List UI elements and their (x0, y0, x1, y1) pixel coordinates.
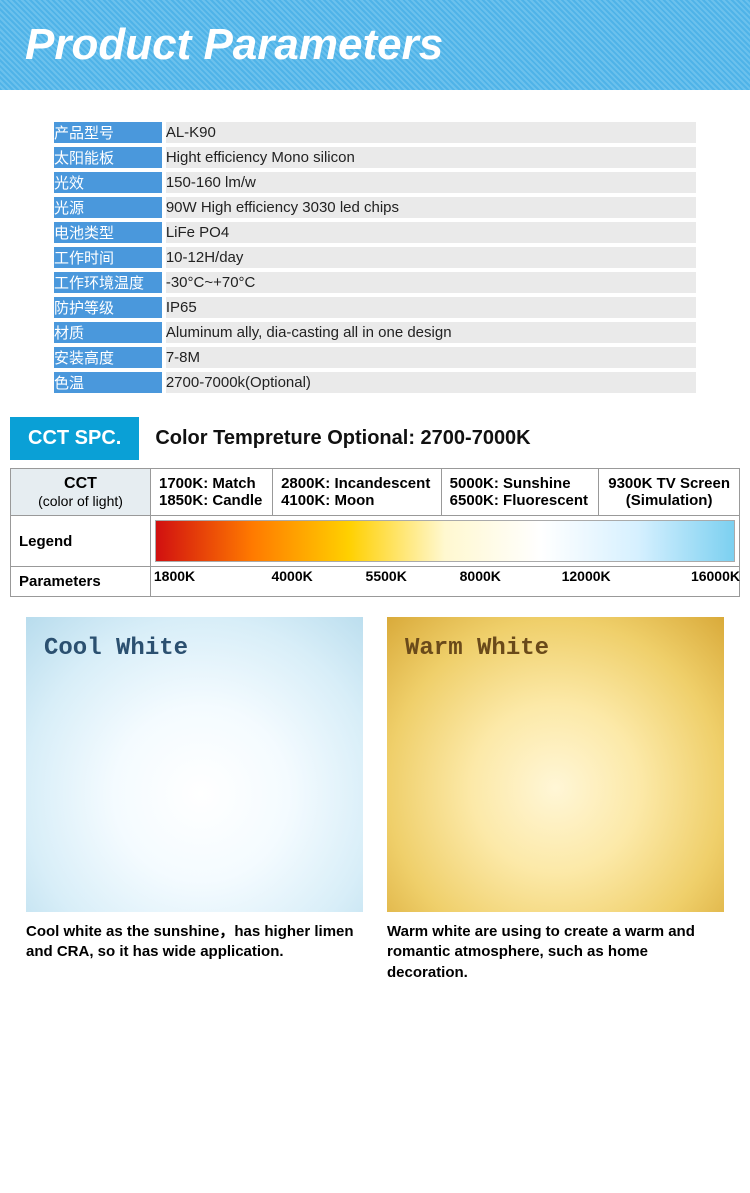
param-value: 90W High efficiency 3030 led chips (166, 197, 696, 218)
param-value: -30°C~+70°C (166, 272, 696, 293)
param-value: 7-8M (166, 347, 696, 368)
cct-ref-cell: 2800K: Incandescent4100K: Moon (273, 469, 442, 516)
cct-tick: 8000K (460, 568, 501, 584)
param-value: 10-12H/day (166, 247, 696, 268)
cct-tick: 4000K (271, 568, 312, 584)
param-label: 安装高度 (54, 347, 162, 368)
table-row: 电池类型LiFe PO4 (54, 222, 696, 243)
param-label: 光效 (54, 172, 162, 193)
param-value: IP65 (166, 297, 696, 318)
warm-white-col: Warm White Warm white are using to creat… (387, 617, 724, 983)
param-value: Aluminum ally, dia-casting all in one de… (166, 322, 696, 343)
cct-tick: 5500K (366, 568, 407, 584)
param-label: 色温 (54, 372, 162, 393)
cool-white-title: Cool White (44, 635, 188, 662)
warm-white-desc: Warm white are using to create a warm an… (387, 922, 724, 983)
cct-table: CCT (color of light) 1700K: Match1850K: … (10, 468, 740, 597)
swatch-row: Cool White Cool white as the sunshine，ha… (26, 617, 724, 983)
param-label: 防护等级 (54, 297, 162, 318)
param-label: 电池类型 (54, 222, 162, 243)
header-banner: Product Parameters (0, 0, 750, 90)
table-row: 色温2700-7000k(Optional) (54, 372, 696, 393)
cool-white-desc: Cool white as the sunshine，has higher li… (26, 922, 363, 963)
cct-subtitle: Color Tempreture Optional: 2700-7000K (155, 427, 530, 450)
cct-gradient-bar (155, 520, 735, 562)
param-value: 150-160 lm/w (166, 172, 696, 193)
table-row: 材质Aluminum ally, dia-casting all in one … (54, 322, 696, 343)
cct-badge: CCT SPC. (10, 417, 139, 460)
cool-white-swatch: Cool White (26, 617, 363, 912)
table-row: 太阳能板Hight efficiency Mono silicon (54, 147, 696, 168)
param-label: 工作时间 (54, 247, 162, 268)
table-row: 工作环境温度-30°C~+70°C (54, 272, 696, 293)
cct-head-row: CCT (color of light) 1700K: Match1850K: … (11, 469, 740, 516)
warm-white-swatch: Warm White (387, 617, 724, 912)
cct-section: CCT SPC. Color Tempreture Optional: 2700… (10, 417, 740, 597)
param-label: 光源 (54, 197, 162, 218)
cct-ref-cell: 1700K: Match1850K: Candle (151, 469, 273, 516)
param-label: 太阳能板 (54, 147, 162, 168)
table-row: 产品型号AL-K90 (54, 122, 696, 143)
param-value: 2700-7000k(Optional) (166, 372, 696, 393)
table-row: 防护等级IP65 (54, 297, 696, 318)
param-label: 工作环境温度 (54, 272, 162, 293)
param-label: 产品型号 (54, 122, 162, 143)
parameters-table: 产品型号AL-K90太阳能板Hight efficiency Mono sili… (50, 118, 700, 397)
cct-params-row: Parameters 1800K 4000K 5500K 8000K 12000K 160… (11, 567, 740, 597)
cct-legend-row: Legend (11, 516, 740, 567)
table-row: 工作时间10-12H/day (54, 247, 696, 268)
param-label: 材质 (54, 322, 162, 343)
table-row: 安装高度7-8M (54, 347, 696, 368)
cct-legend-label: Legend (11, 516, 151, 567)
table-row: 光效150-160 lm/w (54, 172, 696, 193)
cct-tick: 1800K (154, 568, 195, 584)
warm-white-title: Warm White (405, 635, 549, 662)
cct-tick: 16000K (691, 568, 740, 584)
page-title: Product Parameters (25, 20, 725, 70)
cct-head-main: CCT (color of light) (11, 469, 151, 516)
param-value: LiFe PO4 (166, 222, 696, 243)
table-row: 光源90W High efficiency 3030 led chips (54, 197, 696, 218)
cct-ref-cell: 5000K: Sunshine6500K: Fluorescent (441, 469, 599, 516)
param-value: Hight efficiency Mono silicon (166, 147, 696, 168)
cct-ref-cell: 9300K TV Screen(Simulation) (599, 469, 740, 516)
param-value: AL-K90 (166, 122, 696, 143)
cool-white-col: Cool White Cool white as the sunshine，ha… (26, 617, 363, 983)
cct-parameters-label: Parameters (11, 567, 151, 597)
cct-tick-container: 1800K 4000K 5500K 8000K 12000K 16000K (151, 568, 739, 596)
cct-tick: 12000K (562, 568, 611, 584)
